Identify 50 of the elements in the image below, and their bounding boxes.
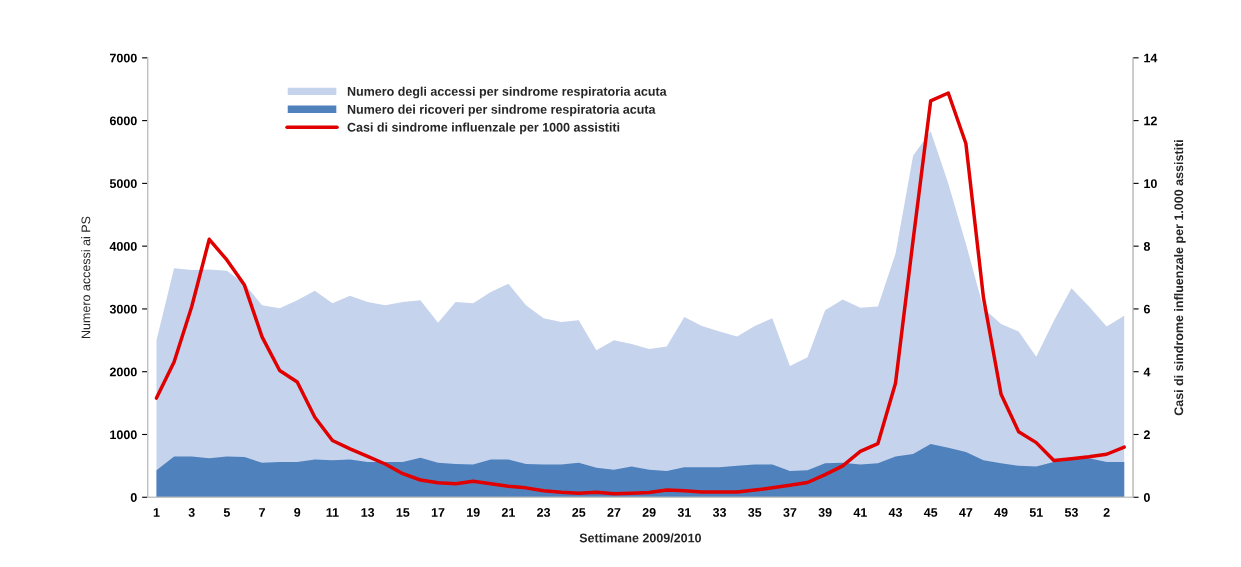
x-tick-label: 21 [501,508,515,517]
y-tick-label: 5000 [109,179,137,189]
x-tick-label: 3 [188,508,195,517]
x-tick-label: 25 [572,508,586,517]
y-tick-label: 6000 [109,116,137,126]
legend-label: Numero dei ricoveri per sindrome respiratoria acuta [347,104,656,117]
x-tick-label: 17 [431,508,445,517]
x-tick-label: 2 [1103,508,1110,517]
y-axis-title: Numero accessi ai PS [81,216,91,338]
x-tick-label: 13 [361,508,375,517]
x-tick-label: 39 [818,508,832,517]
y2-tick-label: 0 [1143,493,1150,502]
y2-tick-label: 10 [1144,179,1157,189]
x-tick-label: 31 [677,508,691,517]
x-tick-label: 19 [467,508,480,517]
x-tick-label: 33 [712,508,727,517]
y-tick-label: 2000 [109,367,137,377]
x-axis-title: Settimane 2009/2010 [579,533,701,543]
x-tick-label: 23 [537,508,551,517]
y-tick-label: 7000 [109,53,137,63]
y2-tick-label: 14 [1144,53,1158,63]
x-tick-label: 35 [748,508,762,517]
legend-label: Casi di sindrome influenzale per 1000 assistiti [347,122,620,135]
y-tick-label: 1000 [110,430,137,440]
x-tick-label: 29 [642,508,656,517]
x-tick-label: 43 [888,508,902,517]
x-tick-label: 5 [223,508,230,517]
x-tick-label: 47 [959,508,973,517]
x-tick-label: 53 [1064,508,1078,517]
x-tick-label: 45 [923,508,938,517]
y2-tick-label: 12 [1144,116,1157,126]
y2-tick-label: 2 [1143,430,1150,440]
x-tick-label: 49 [994,508,1008,517]
x-tick-label: 37 [783,508,797,517]
x-tick-label: 15 [396,508,410,517]
y2-axis-title: Casi di sindrome influenzale per 1.000 assistiti [1174,140,1186,416]
y2-tick-label: 8 [1143,241,1151,251]
x-tick-label: 1 [153,508,160,517]
x-tick-label: 11 [326,508,339,517]
y-tick-label: 4000 [109,241,137,251]
x-tick-label: 51 [1029,508,1043,517]
x-tick-label: 27 [607,508,621,517]
y2-tick-label: 4 [1143,367,1151,377]
x-tick-label: 9 [294,508,301,517]
y-tick-label: 0 [130,493,137,502]
x-tick-label: 7 [259,508,265,517]
y2-tick-label: 6 [1143,304,1150,314]
y-tick-label: 3000 [109,304,137,314]
x-tick-label: 41 [853,508,867,517]
legend-label: Numero degli accessi per sindrome respiratoria acuta [347,86,667,99]
